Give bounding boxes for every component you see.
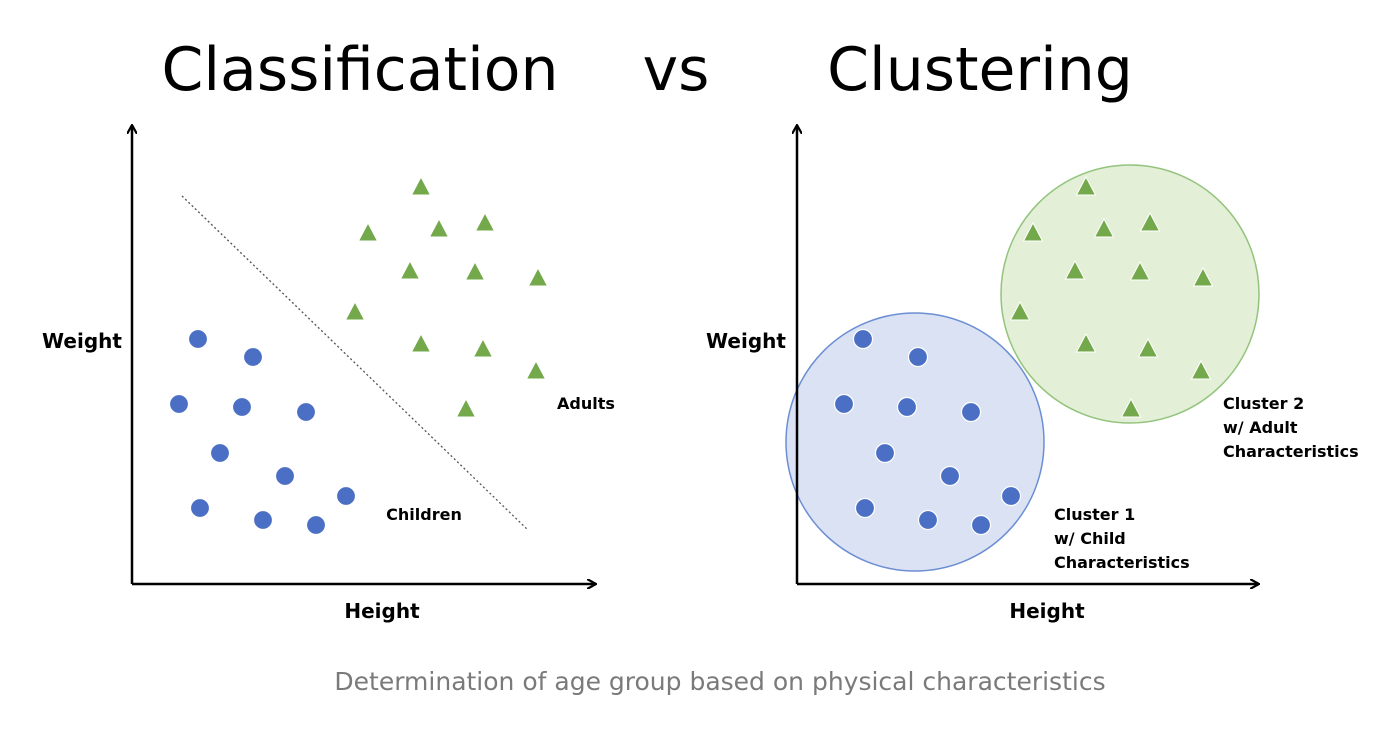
cluster-1-data-point	[1000, 485, 1022, 507]
cluster-2-label-line: Characteristics	[1223, 442, 1359, 461]
cluster-2-data-point	[1139, 211, 1161, 232]
title-clustering: Clustering	[827, 35, 1133, 105]
classification-points	[168, 175, 549, 536]
adult-data-point	[410, 332, 432, 353]
clustering-points	[833, 175, 1214, 536]
cluster-1-data-point	[907, 346, 929, 368]
child-data-point	[242, 346, 264, 368]
cluster-1-label-line: Cluster 1	[1054, 505, 1135, 524]
clustering-y-label: Weight	[706, 329, 786, 353]
cluster-1-label-line: w/ Child	[1054, 529, 1126, 548]
classification-y-label: Weight	[42, 329, 122, 353]
cluster-1-data-point	[960, 401, 982, 423]
cluster-1-data-point	[833, 393, 855, 415]
adult-data-point	[455, 397, 477, 418]
cluster-1-data-point	[917, 509, 939, 531]
adult-data-point	[472, 337, 494, 358]
child-data-point	[305, 514, 327, 536]
cluster-2-label-line: w/ Adult	[1223, 418, 1298, 437]
adult-data-point	[428, 217, 450, 238]
child-data-point	[295, 401, 317, 423]
child-data-point	[274, 465, 296, 487]
cluster-2-data-point	[1093, 217, 1115, 238]
cluster-2-data-point	[1190, 359, 1212, 380]
adult-data-point	[474, 211, 496, 232]
adults-label: Adults	[557, 394, 615, 413]
figure-caption: Determination of age group based on phys…	[334, 667, 1106, 696]
adult-data-point	[464, 260, 486, 281]
cluster-1-region	[785, 312, 1045, 572]
adult-data-point	[525, 359, 547, 380]
adult-data-point	[410, 175, 432, 196]
cluster-1-data-point	[852, 328, 874, 350]
cluster-2-label-line: Cluster 2	[1223, 394, 1304, 413]
cluster-2-data-point	[1022, 221, 1044, 242]
adult-data-point	[399, 259, 421, 280]
classification-x-label: Height	[344, 599, 420, 623]
clustering-x-label: Height	[1009, 599, 1085, 623]
child-data-point	[335, 485, 357, 507]
decision-boundary	[181, 195, 529, 531]
cluster-2-data-point	[1009, 300, 1031, 321]
child-data-point	[189, 497, 211, 519]
cluster-1-label-line: Characteristics	[1054, 553, 1190, 572]
cluster-2-data-point	[1192, 266, 1214, 287]
cluster-2-data-point	[1120, 397, 1142, 418]
classification-panel: Weight Height Children Adults	[42, 126, 615, 623]
cluster-1-label: Cluster 1 w/ Child Characteristics	[1054, 505, 1190, 572]
child-data-point	[168, 393, 190, 415]
cluster-2-data-point	[1137, 337, 1159, 358]
cluster-2-label: Cluster 2 w/ Adult Characteristics	[1223, 394, 1359, 461]
cluster-1-data-point	[939, 465, 961, 487]
cluster-1-data-point	[896, 396, 918, 418]
cluster-2-region	[1000, 164, 1260, 424]
cluster-1-data-point	[874, 442, 896, 464]
cluster-1-data-point	[970, 514, 992, 536]
title-vs: vs	[643, 35, 710, 105]
cluster-2-data-point	[1075, 332, 1097, 353]
adult-data-point	[357, 221, 379, 242]
title-classification: Classification	[161, 35, 558, 105]
cluster-1-data-point	[854, 497, 876, 519]
child-data-point	[252, 509, 274, 531]
cluster-2-data-point	[1064, 259, 1086, 280]
child-data-point	[187, 328, 209, 350]
adult-data-point	[344, 300, 366, 321]
cluster-2-data-point	[1129, 260, 1151, 281]
child-data-point	[209, 442, 231, 464]
cluster-2-data-point	[1075, 175, 1097, 196]
child-data-point	[231, 396, 253, 418]
clustering-panel: Weight Height Cluster 1 w/ Child Charact…	[706, 126, 1359, 623]
adult-data-point	[527, 266, 549, 287]
children-label: Children	[386, 505, 462, 524]
